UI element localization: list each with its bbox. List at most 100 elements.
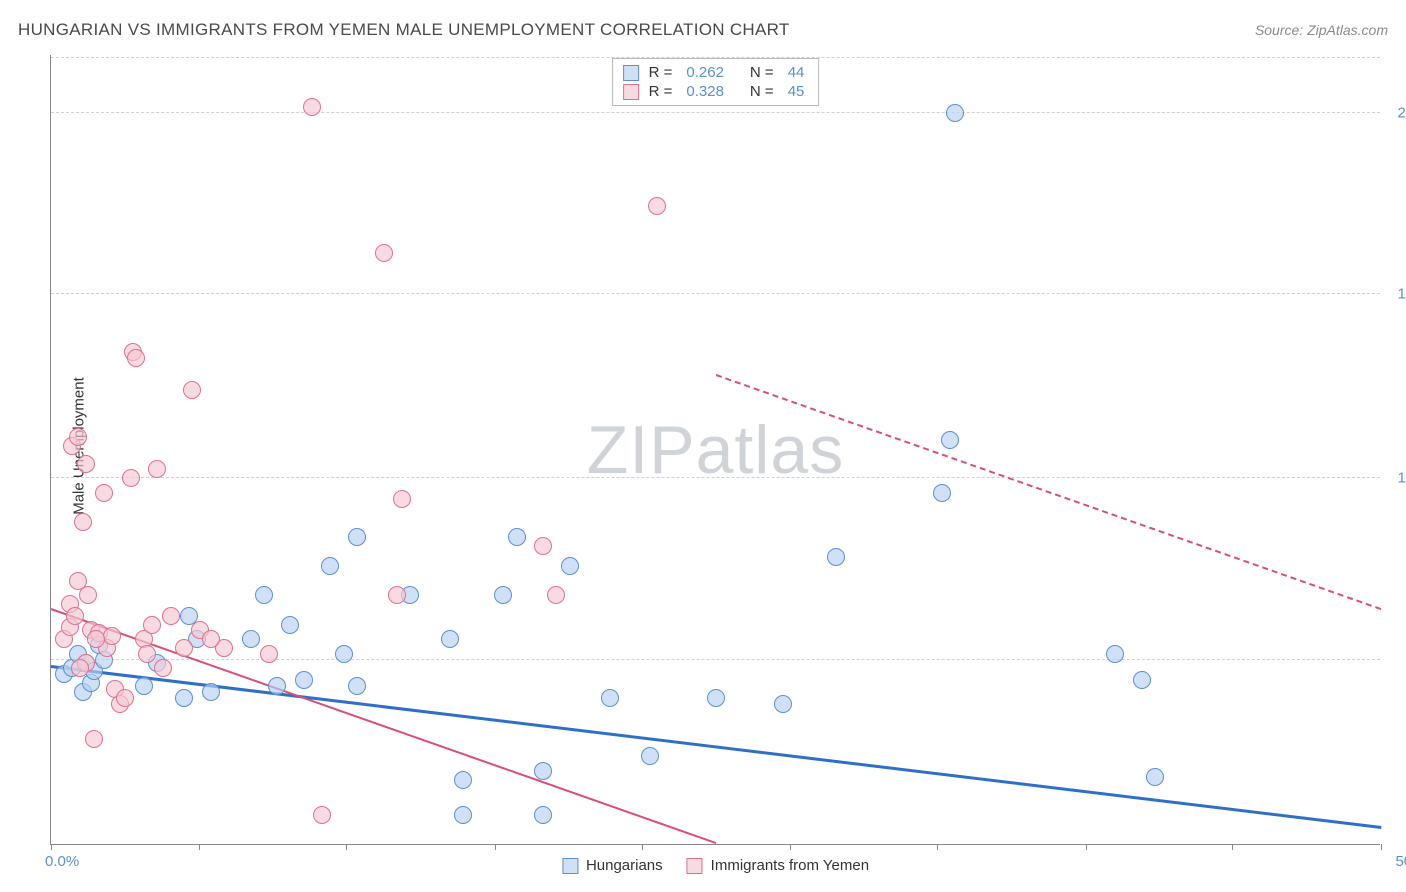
data-point xyxy=(1146,768,1164,786)
r-label: R = xyxy=(649,83,673,100)
x-tick xyxy=(790,844,791,850)
data-point xyxy=(79,586,97,604)
x-tick xyxy=(346,844,347,850)
n-label: N = xyxy=(750,64,774,81)
data-point xyxy=(321,557,339,575)
r-value: 0.262 xyxy=(686,64,724,81)
legend-item: Hungarians xyxy=(562,857,663,874)
header-bar: HUNGARIAN VS IMMIGRANTS FROM YEMEN MALE … xyxy=(18,20,1388,40)
legend-label: Hungarians xyxy=(586,857,663,874)
legend-swatch xyxy=(623,84,639,100)
data-point xyxy=(281,616,299,634)
data-point xyxy=(116,689,134,707)
x-tick xyxy=(937,844,938,850)
x-tick xyxy=(495,844,496,850)
data-point xyxy=(77,455,95,473)
legend-label: Immigrants from Yemen xyxy=(711,857,869,874)
data-point xyxy=(375,244,393,262)
correlation-legend-row: R = 0.262 N = 44 xyxy=(623,63,809,82)
data-point xyxy=(138,645,156,663)
data-point xyxy=(946,104,964,122)
data-point xyxy=(388,586,406,604)
data-point xyxy=(561,557,579,575)
data-point xyxy=(941,431,959,449)
data-point xyxy=(255,586,273,604)
data-point xyxy=(547,586,565,604)
data-point xyxy=(933,484,951,502)
correlation-legend: R = 0.262 N = 44 R = 0.328 N = 45 xyxy=(612,58,820,106)
data-point xyxy=(242,630,260,648)
n-value: 44 xyxy=(788,64,805,81)
gridline xyxy=(51,293,1380,294)
x-tick xyxy=(1232,844,1233,850)
y-tick-label: 6.3% xyxy=(1385,651,1406,668)
data-point xyxy=(175,689,193,707)
data-point xyxy=(295,671,313,689)
gridline xyxy=(51,112,1380,113)
legend-swatch xyxy=(623,65,639,81)
x-tick xyxy=(642,844,643,850)
data-point xyxy=(154,659,172,677)
data-point xyxy=(202,683,220,701)
data-point xyxy=(183,381,201,399)
data-point xyxy=(303,98,321,116)
data-point xyxy=(74,513,92,531)
legend-swatch xyxy=(562,858,578,874)
x-tick xyxy=(1086,844,1087,850)
data-point xyxy=(162,607,180,625)
data-point xyxy=(348,528,366,546)
x-axis-max-label: 50.0% xyxy=(1395,853,1406,870)
x-axis-min-label: 0.0% xyxy=(45,853,79,870)
data-point xyxy=(103,627,121,645)
data-point xyxy=(127,349,145,367)
data-point xyxy=(87,630,105,648)
data-point xyxy=(454,806,472,824)
data-point xyxy=(143,616,161,634)
data-point xyxy=(641,747,659,765)
data-point xyxy=(148,460,166,478)
series-legend: Hungarians Immigrants from Yemen xyxy=(562,857,869,874)
n-value: 45 xyxy=(788,83,805,100)
y-tick-label: 18.8% xyxy=(1385,285,1406,302)
data-point xyxy=(441,630,459,648)
data-point xyxy=(69,428,87,446)
data-point xyxy=(175,639,193,657)
data-point xyxy=(260,645,278,663)
x-tick xyxy=(199,844,200,850)
data-point xyxy=(494,586,512,604)
data-point xyxy=(122,469,140,487)
data-point xyxy=(335,645,353,663)
y-tick-label: 12.5% xyxy=(1385,470,1406,487)
plot-area: ZIPatlas 6.3%12.5%18.8%25.0%0.0%50.0%R =… xyxy=(50,55,1380,845)
data-point xyxy=(534,806,552,824)
data-point xyxy=(71,659,89,677)
data-point xyxy=(135,677,153,695)
data-point xyxy=(268,677,286,695)
n-label: N = xyxy=(750,83,774,100)
data-point xyxy=(707,689,725,707)
data-point xyxy=(202,630,220,648)
data-point xyxy=(66,607,84,625)
data-point xyxy=(534,762,552,780)
data-point xyxy=(393,490,411,508)
data-point xyxy=(827,548,845,566)
correlation-legend-row: R = 0.328 N = 45 xyxy=(623,82,809,101)
data-point xyxy=(454,771,472,789)
data-point xyxy=(1133,671,1151,689)
data-point xyxy=(648,197,666,215)
gridline xyxy=(51,477,1380,478)
data-point xyxy=(313,806,331,824)
legend-item: Immigrants from Yemen xyxy=(687,857,869,874)
data-point xyxy=(534,537,552,555)
r-label: R = xyxy=(649,64,673,81)
chart-source: Source: ZipAtlas.com xyxy=(1255,22,1388,38)
data-point xyxy=(601,689,619,707)
trendline-dashed xyxy=(716,374,1382,610)
r-value: 0.328 xyxy=(686,83,724,100)
data-point xyxy=(508,528,526,546)
legend-swatch xyxy=(687,858,703,874)
chart-title: HUNGARIAN VS IMMIGRANTS FROM YEMEN MALE … xyxy=(18,20,790,40)
data-point xyxy=(85,730,103,748)
data-point xyxy=(348,677,366,695)
gridline xyxy=(51,659,1380,660)
